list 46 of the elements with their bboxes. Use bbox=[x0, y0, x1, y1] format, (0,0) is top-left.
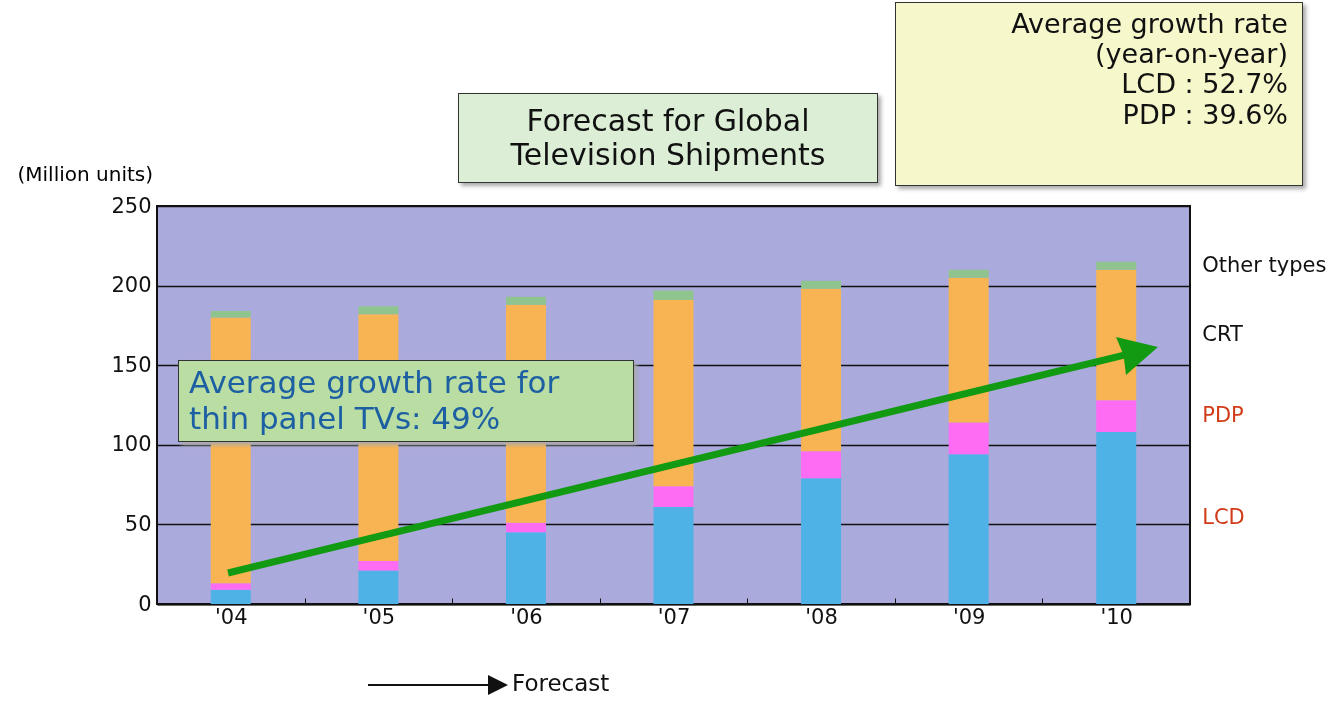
annotation: Average growth rate for thin panel TVs: 49% bbox=[178, 360, 634, 442]
bar bbox=[1096, 261, 1137, 270]
text: CRT bbox=[1202, 321, 1243, 346]
bar bbox=[505, 296, 546, 305]
y-tick-label: 0 bbox=[138, 591, 152, 616]
text: Average growth rate (year-on-year) LCD : 52.7% PDP : 39.6% bbox=[895, 2, 1303, 186]
text: Other types bbox=[1202, 252, 1327, 277]
bar bbox=[653, 299, 694, 487]
x-tick-label: '08 bbox=[805, 604, 838, 629]
bar bbox=[358, 306, 399, 315]
bar bbox=[801, 451, 842, 479]
text: Forecast bbox=[512, 670, 610, 696]
bar bbox=[948, 269, 989, 278]
bar bbox=[801, 478, 842, 604]
bar bbox=[948, 422, 989, 455]
bar bbox=[210, 589, 251, 604]
text: LCD bbox=[1202, 505, 1245, 530]
bar bbox=[210, 583, 251, 590]
x-tick-label: '05 bbox=[362, 604, 396, 629]
bar bbox=[505, 522, 546, 533]
x-tick-label: '07 bbox=[657, 604, 691, 629]
bar bbox=[1096, 432, 1137, 604]
y-tick-label: 150 bbox=[111, 352, 152, 377]
bar bbox=[358, 561, 399, 571]
x-tick-label: '10 bbox=[1100, 604, 1133, 629]
bar bbox=[801, 280, 842, 289]
bar bbox=[210, 311, 251, 318]
bar bbox=[505, 532, 546, 604]
y-axis-title: (Million units) bbox=[17, 161, 154, 186]
x-tick-label: '04 bbox=[215, 604, 248, 629]
y-tick-label: 100 bbox=[111, 432, 152, 457]
bar bbox=[653, 290, 694, 300]
bar bbox=[948, 454, 989, 604]
bar bbox=[801, 288, 842, 452]
x-tick-label: '06 bbox=[510, 604, 543, 629]
y-tick-label: 50 bbox=[124, 511, 152, 536]
y-tick-label: 200 bbox=[111, 273, 152, 298]
x-tick-label: '09 bbox=[952, 604, 986, 629]
text: PDP bbox=[1202, 403, 1244, 428]
bar bbox=[358, 570, 399, 604]
bar bbox=[1096, 400, 1137, 433]
bar bbox=[948, 277, 989, 423]
bar bbox=[653, 506, 694, 604]
bar bbox=[653, 486, 694, 507]
chart-title: Forecast for Global Television Shipments bbox=[458, 93, 878, 183]
y-tick-label: 250 bbox=[111, 193, 152, 218]
